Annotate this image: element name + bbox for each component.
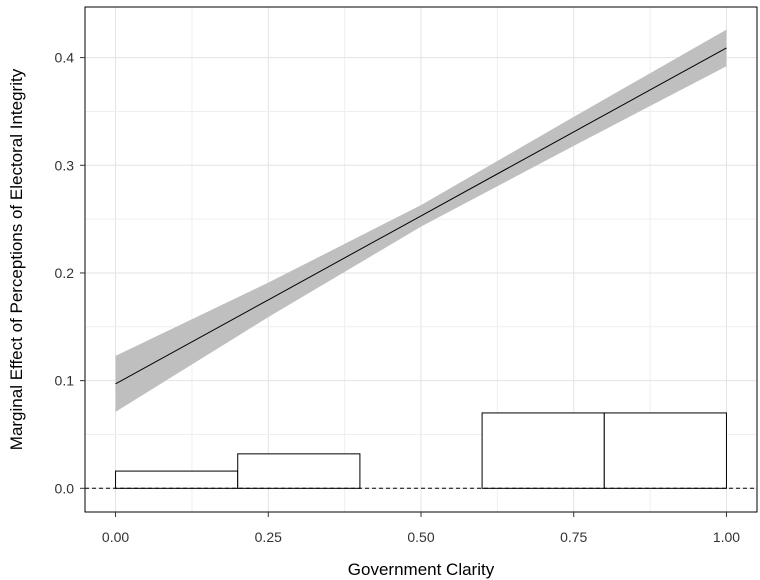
x-tick-label: 0.75 <box>560 529 587 545</box>
x-tick-label: 0.50 <box>407 529 434 545</box>
confidence-band-layer <box>115 29 727 412</box>
histogram-bar <box>115 470 239 489</box>
y-axis-title: Marginal Effect of Perceptions of Electo… <box>7 68 26 450</box>
y-tick-label: 0.4 <box>55 50 75 66</box>
confidence-band <box>115 29 727 412</box>
y-axis: 0.0 0.1 0.2 0.3 0.4 <box>55 50 85 496</box>
x-axis: 0.00 0.25 0.50 0.75 1.00 <box>102 512 740 545</box>
y-tick-label: 0.0 <box>55 480 75 496</box>
y-tick-label: 0.1 <box>55 373 75 389</box>
histogram-bar <box>237 453 361 489</box>
histogram-layer <box>115 412 727 489</box>
series-line <box>115 47 727 385</box>
y-tick-label: 0.3 <box>55 157 75 173</box>
histogram-bar <box>481 412 605 489</box>
histogram-bar <box>603 412 727 489</box>
y-tick-label: 0.2 <box>55 265 75 281</box>
x-tick-label: 0.25 <box>255 529 282 545</box>
x-tick-label: 1.00 <box>713 529 740 545</box>
x-tick-label: 0.00 <box>102 529 129 545</box>
series-layer <box>85 47 757 489</box>
x-axis-title: Government Clarity <box>348 560 495 579</box>
